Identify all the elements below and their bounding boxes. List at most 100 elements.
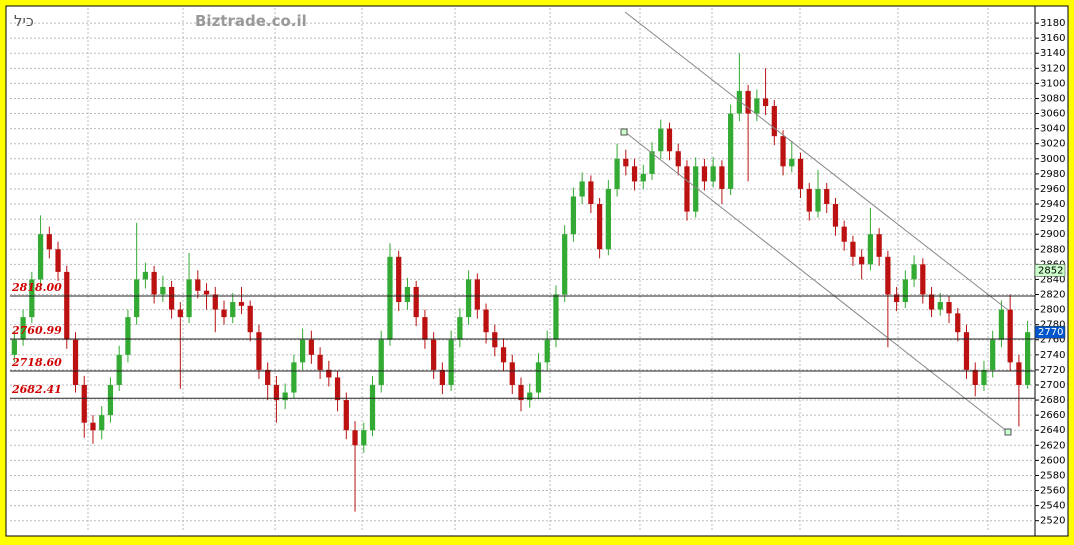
candle-body: [893, 294, 900, 303]
candle-body: [99, 415, 105, 431]
candle-body: [273, 384, 280, 401]
y-tick-label: 2620: [1040, 440, 1065, 451]
y-tick-label: 2780: [1040, 320, 1065, 331]
candle-body: [465, 279, 472, 318]
y-tick-label: 2600: [1040, 455, 1065, 466]
candle-body: [675, 151, 681, 167]
candle-body: [701, 166, 708, 182]
candle-body: [562, 234, 568, 295]
chart-frame: [5, 5, 1069, 537]
candle-body: [64, 271, 70, 340]
candle-body: [902, 279, 908, 303]
candle-body: [212, 294, 218, 310]
candle-body: [37, 234, 44, 280]
y-tick-label: 2940: [1040, 199, 1065, 210]
price-badge-label: 2852: [1038, 265, 1063, 276]
candle-body: [230, 302, 236, 318]
y-tick-label: 3040: [1040, 124, 1065, 135]
y-tick-label: 2740: [1040, 350, 1065, 361]
candle-body: [509, 362, 515, 385]
y-tick-label: 2680: [1040, 395, 1065, 406]
candle-body: [334, 377, 341, 401]
candle-body: [256, 332, 262, 370]
trend-handle: [620, 128, 628, 136]
candle-body: [928, 294, 935, 310]
candle-body: [1007, 309, 1013, 363]
candle-body: [596, 204, 603, 250]
candle-body: [824, 188, 830, 205]
candle-body: [885, 256, 891, 295]
chart-title: כיל: [14, 12, 34, 30]
candle-body: [963, 332, 970, 370]
candle-body: [221, 309, 227, 318]
candle-body: [579, 181, 585, 197]
candle-body: [535, 362, 542, 393]
y-tick-label: 3060: [1040, 109, 1065, 120]
candle-body: [81, 384, 87, 423]
candle-body: [134, 279, 140, 318]
candle-body: [972, 369, 978, 385]
candle-body: [570, 196, 577, 235]
y-tick-label: 3140: [1040, 48, 1065, 59]
y-tick-label: 2580: [1040, 470, 1065, 481]
y-tick-label: 3180: [1040, 18, 1065, 29]
y-tick-label: 2520: [1040, 516, 1065, 527]
candle-body: [553, 294, 559, 340]
y-tick-label: 2920: [1040, 214, 1065, 225]
candle-body: [125, 317, 131, 355]
y-tick-label: 3020: [1040, 139, 1065, 150]
candle-body: [116, 354, 122, 385]
candle-body: [789, 158, 795, 167]
trend-line: [624, 11, 1009, 311]
candle-body: [728, 113, 734, 189]
level-label: 2760.99: [11, 324, 62, 337]
candle-body: [832, 204, 839, 227]
candle-body: [352, 430, 358, 446]
candle-body: [308, 339, 314, 355]
candle-body: [1025, 332, 1031, 385]
y-tick-label: 3120: [1040, 63, 1065, 74]
candle-body: [177, 309, 183, 318]
candle-body: [203, 290, 210, 295]
candle-body: [754, 98, 760, 114]
y-tick-label: 2820: [1040, 290, 1065, 301]
trend-line: [624, 131, 1009, 433]
candle-body: [981, 369, 987, 385]
candle-body: [431, 339, 437, 370]
candle-body: [876, 234, 882, 257]
candle-body: [72, 339, 79, 385]
candle-body: [457, 317, 463, 340]
candle-body: [90, 422, 96, 431]
candle-body: [946, 302, 952, 314]
candle-body: [238, 302, 245, 306]
y-tick-label: 3080: [1040, 93, 1065, 104]
level-label: 2682.41: [11, 383, 62, 396]
candle-body: [265, 369, 271, 385]
candle-body: [623, 158, 629, 167]
candle-body: [186, 279, 192, 318]
y-tick-label: 2760: [1040, 335, 1065, 346]
candle-body: [815, 188, 821, 212]
level-label: 2818.00: [11, 281, 62, 294]
candle-body: [806, 188, 812, 212]
candle-body: [658, 128, 664, 152]
candle-body: [771, 106, 777, 137]
y-tick-label: 2720: [1040, 365, 1065, 376]
candle-body: [20, 317, 26, 340]
candle-body: [588, 181, 594, 205]
candle-body: [282, 392, 288, 401]
y-tick-label: 2640: [1040, 425, 1065, 436]
candle-body: [614, 158, 620, 189]
y-tick-label: 2840: [1040, 274, 1065, 285]
candle-body: [745, 90, 751, 114]
candle-body: [483, 309, 489, 333]
y-tick-label: 2700: [1040, 380, 1065, 391]
candle-body: [649, 151, 655, 174]
candle-body: [195, 279, 201, 291]
candle-body: [448, 339, 454, 385]
candle-body: [343, 400, 349, 431]
candle-body: [859, 256, 865, 265]
candle-body: [955, 313, 961, 333]
y-tick-label: 2660: [1040, 410, 1065, 421]
